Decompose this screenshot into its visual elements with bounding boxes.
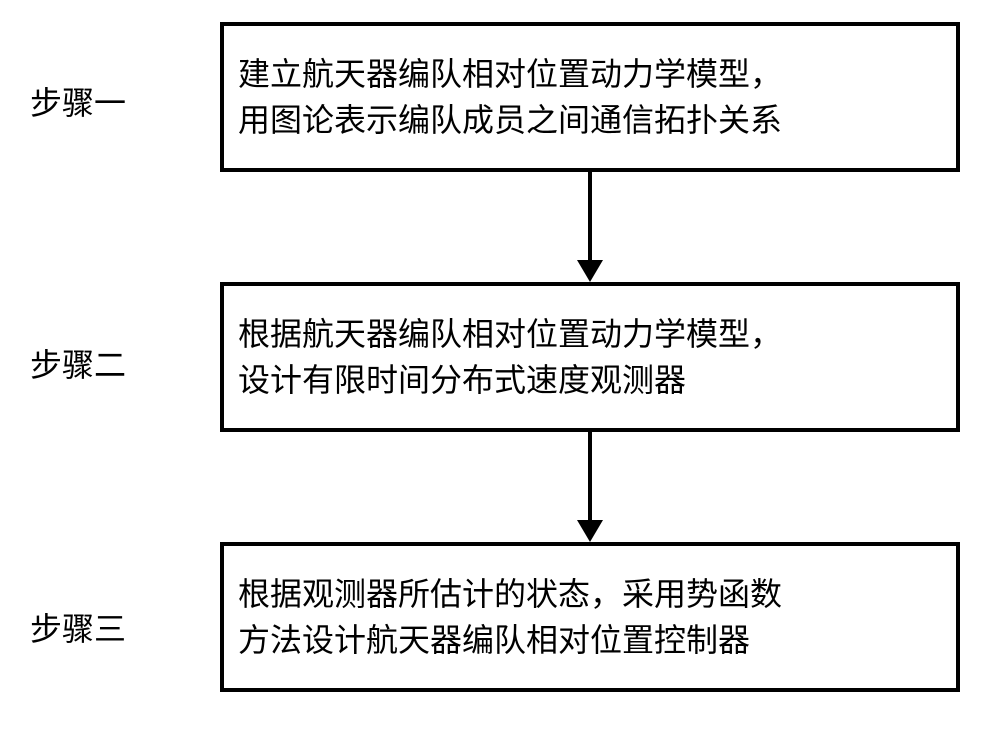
arrow-1-head bbox=[577, 260, 603, 282]
step-1-label: 步骤一 bbox=[30, 78, 126, 124]
step-3-line2: 方法设计航天器编队相对位置控制器 bbox=[238, 617, 942, 663]
step-2-line2: 设计有限时间分布式速度观测器 bbox=[238, 357, 942, 403]
step-2-label: 步骤二 bbox=[30, 340, 126, 386]
step-1-line2: 用图论表示编队成员之间通信拓扑关系 bbox=[238, 97, 942, 143]
step-2-box: 根据航天器编队相对位置动力学模型， 设计有限时间分布式速度观测器 bbox=[220, 282, 960, 432]
step-3-line1: 根据观测器所估计的状态，采用势函数 bbox=[238, 571, 942, 617]
step-3-label: 步骤三 bbox=[30, 604, 126, 650]
flowchart-canvas: 步骤一 建立航天器编队相对位置动力学模型， 用图论表示编队成员之间通信拓扑关系 … bbox=[0, 0, 1000, 731]
step-1-line1: 建立航天器编队相对位置动力学模型， bbox=[238, 51, 942, 97]
step-2-line1: 根据航天器编队相对位置动力学模型， bbox=[238, 311, 942, 357]
step-3-box: 根据观测器所估计的状态，采用势函数 方法设计航天器编队相对位置控制器 bbox=[220, 542, 960, 692]
step-1-box: 建立航天器编队相对位置动力学模型， 用图论表示编队成员之间通信拓扑关系 bbox=[220, 22, 960, 172]
arrow-1-line bbox=[588, 172, 592, 260]
arrow-2-line bbox=[588, 432, 592, 520]
arrow-2-head bbox=[577, 520, 603, 542]
